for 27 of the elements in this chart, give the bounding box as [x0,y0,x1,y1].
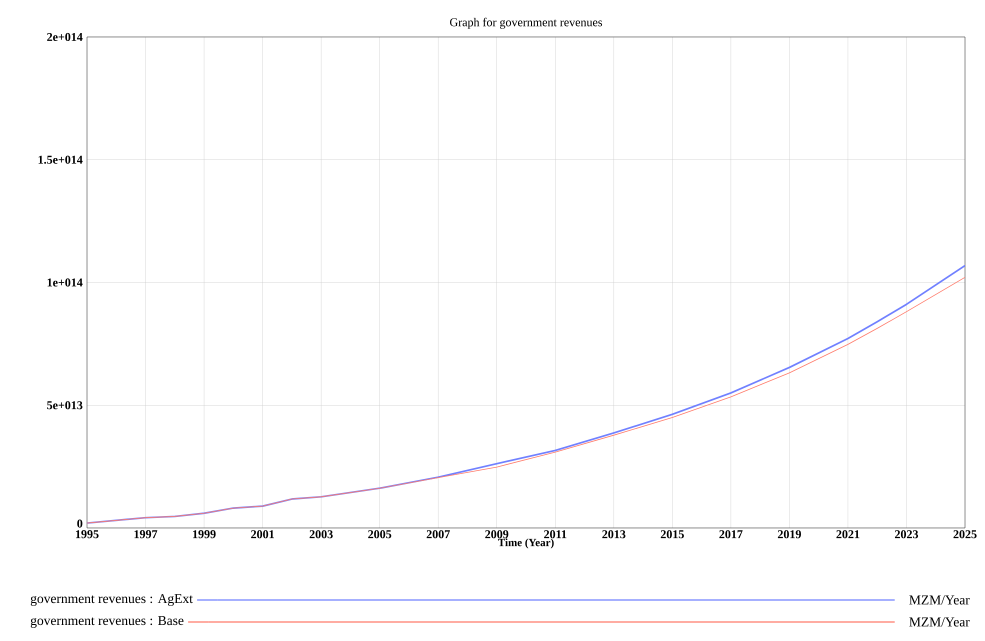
legend-label: government revenues : Base [30,616,184,628]
y-tick-label: 1e+014 [48,278,83,287]
x-tick-label: 2001 [251,530,274,538]
x-tick-label: 2011 [544,530,566,538]
x-tick-label: 1997 [134,530,158,538]
x-tick-label: 1995 [76,530,99,538]
x-tick-label: 2007 [426,530,450,538]
x-tick-label: 2021 [836,530,860,538]
x-axis-title: Time (Year) [498,538,554,548]
x-tick-label: 2025 [954,530,977,538]
text: MZM/Year [909,617,970,626]
x-tick-label: 2019 [778,530,801,538]
text: MZM/Year [909,595,970,604]
legend-label: government revenues : AgExt [30,594,193,606]
chart-title: Graph for government revenues [450,18,602,29]
y-tick-label: 1.5e+014 [38,156,83,164]
x-tick-label: 2009 [485,530,508,538]
y-tick-label: 0 [77,519,82,528]
x-tick-label: 2005 [368,530,392,538]
x-tick-label: 2003 [310,530,333,538]
x-tick-label: 1999 [193,530,216,538]
x-tick-label: 2013 [602,530,626,538]
y-tick-label: 2e+014 [47,32,83,42]
x-tick-label: 2017 [719,530,743,538]
y-tick-label: 5e+013 [47,401,82,410]
x-tick-label: 2023 [894,530,918,538]
x-tick-label: 2015 [660,530,684,538]
